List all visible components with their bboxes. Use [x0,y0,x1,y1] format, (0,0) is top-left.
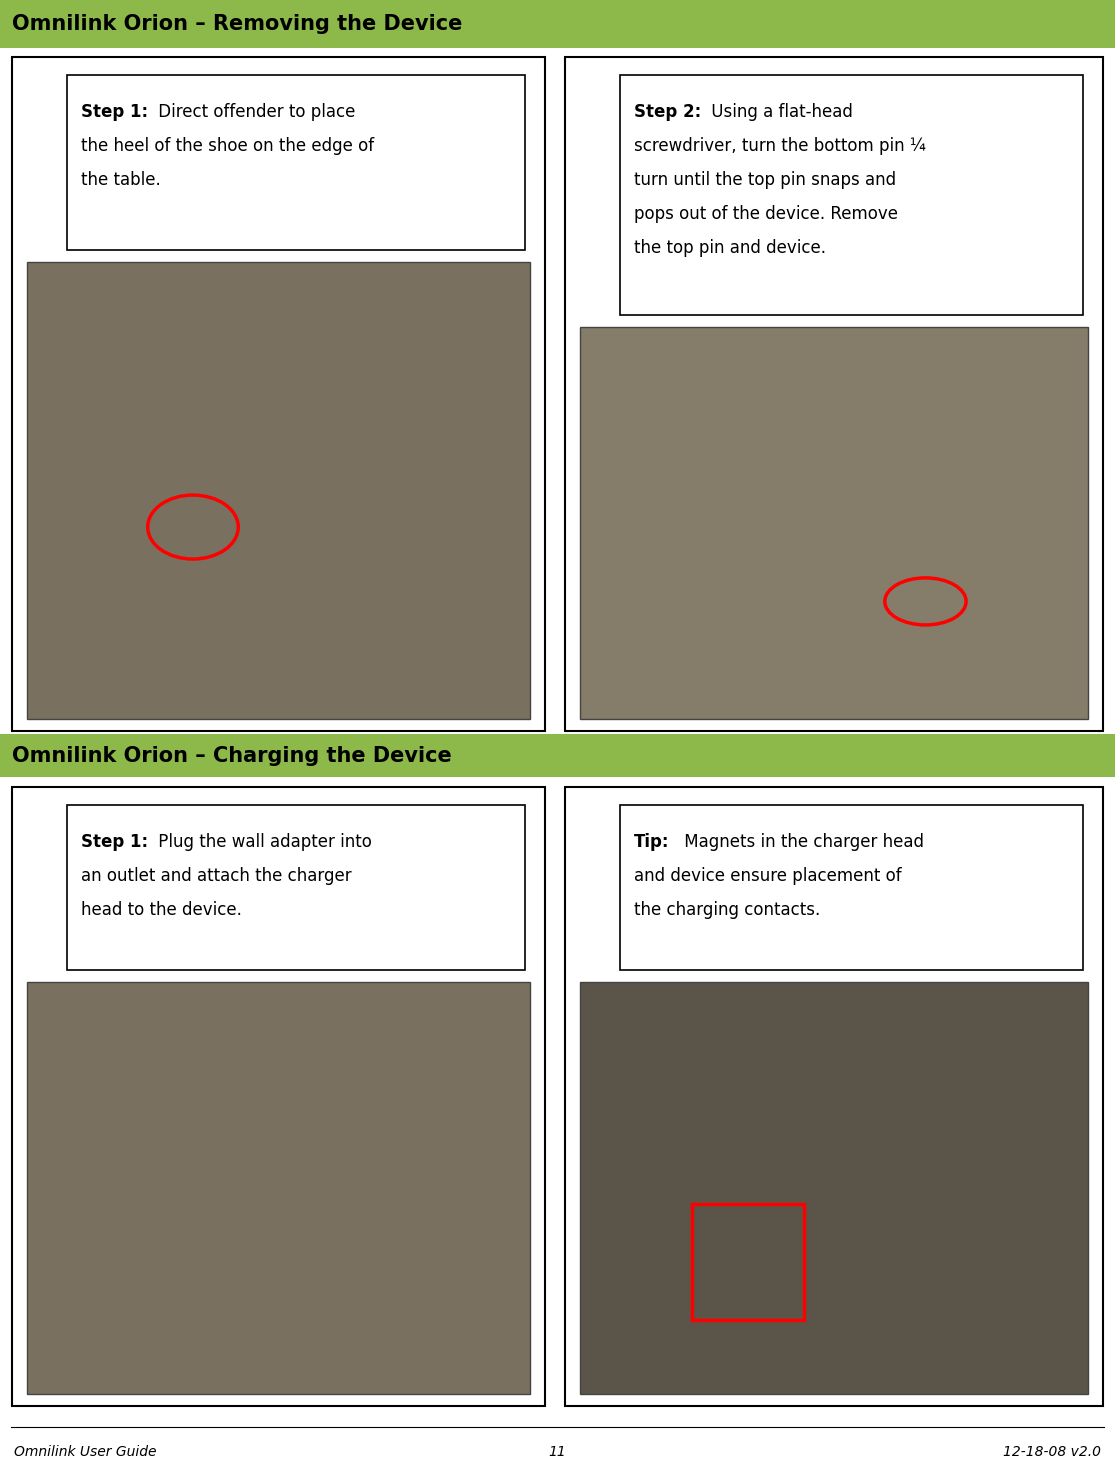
Text: Plug the wall adapter into: Plug the wall adapter into [153,833,372,851]
Text: 11: 11 [549,1445,566,1459]
Text: Using a flat-head: Using a flat-head [706,103,853,120]
Text: Omnilink User Guide: Omnilink User Guide [14,1445,156,1459]
Text: and device ensure placement of: and device ensure placement of [634,867,902,884]
Bar [580,328,1088,718]
Text: 12-18-08 v2.0: 12-18-08 v2.0 [1004,1445,1101,1459]
Bar [12,57,545,732]
Text: Direct offender to place: Direct offender to place [153,103,356,120]
Text: the table.: the table. [81,170,161,190]
Text: Omnilink Orion – Removing the Device: Omnilink Orion – Removing the Device [12,15,463,34]
Bar [67,805,525,970]
Text: the charging contacts.: the charging contacts. [634,900,821,920]
Bar [620,805,1083,970]
Bar [27,261,530,718]
Text: an outlet and attach the charger: an outlet and attach the charger [81,867,351,884]
Bar [580,981,1088,1394]
Text: screwdriver, turn the bottom pin ¼: screwdriver, turn the bottom pin ¼ [634,137,925,156]
Text: Step 1:: Step 1: [81,833,148,851]
Bar [27,981,530,1394]
Text: Tip:: Tip: [634,833,669,851]
Bar [565,787,1103,1406]
Text: Omnilink Orion – Charging the Device: Omnilink Orion – Charging the Device [12,745,452,765]
Text: the heel of the shoe on the edge of: the heel of the shoe on the edge of [81,137,375,156]
Bar [0,734,1115,777]
Text: the top pin and device.: the top pin and device. [634,239,826,257]
Text: Step 1:: Step 1: [81,103,148,120]
Bar [691,1205,804,1319]
Bar [12,787,545,1406]
Bar [565,57,1103,732]
Text: pops out of the device. Remove: pops out of the device. Remove [634,206,898,223]
Bar [620,75,1083,314]
Text: turn until the top pin snaps and: turn until the top pin snaps and [634,170,896,190]
Text: Magnets in the charger head: Magnets in the charger head [679,833,924,851]
Bar [67,75,525,250]
Text: head to the device.: head to the device. [81,900,242,920]
Text: Step 2:: Step 2: [634,103,701,120]
Bar [0,0,1115,48]
